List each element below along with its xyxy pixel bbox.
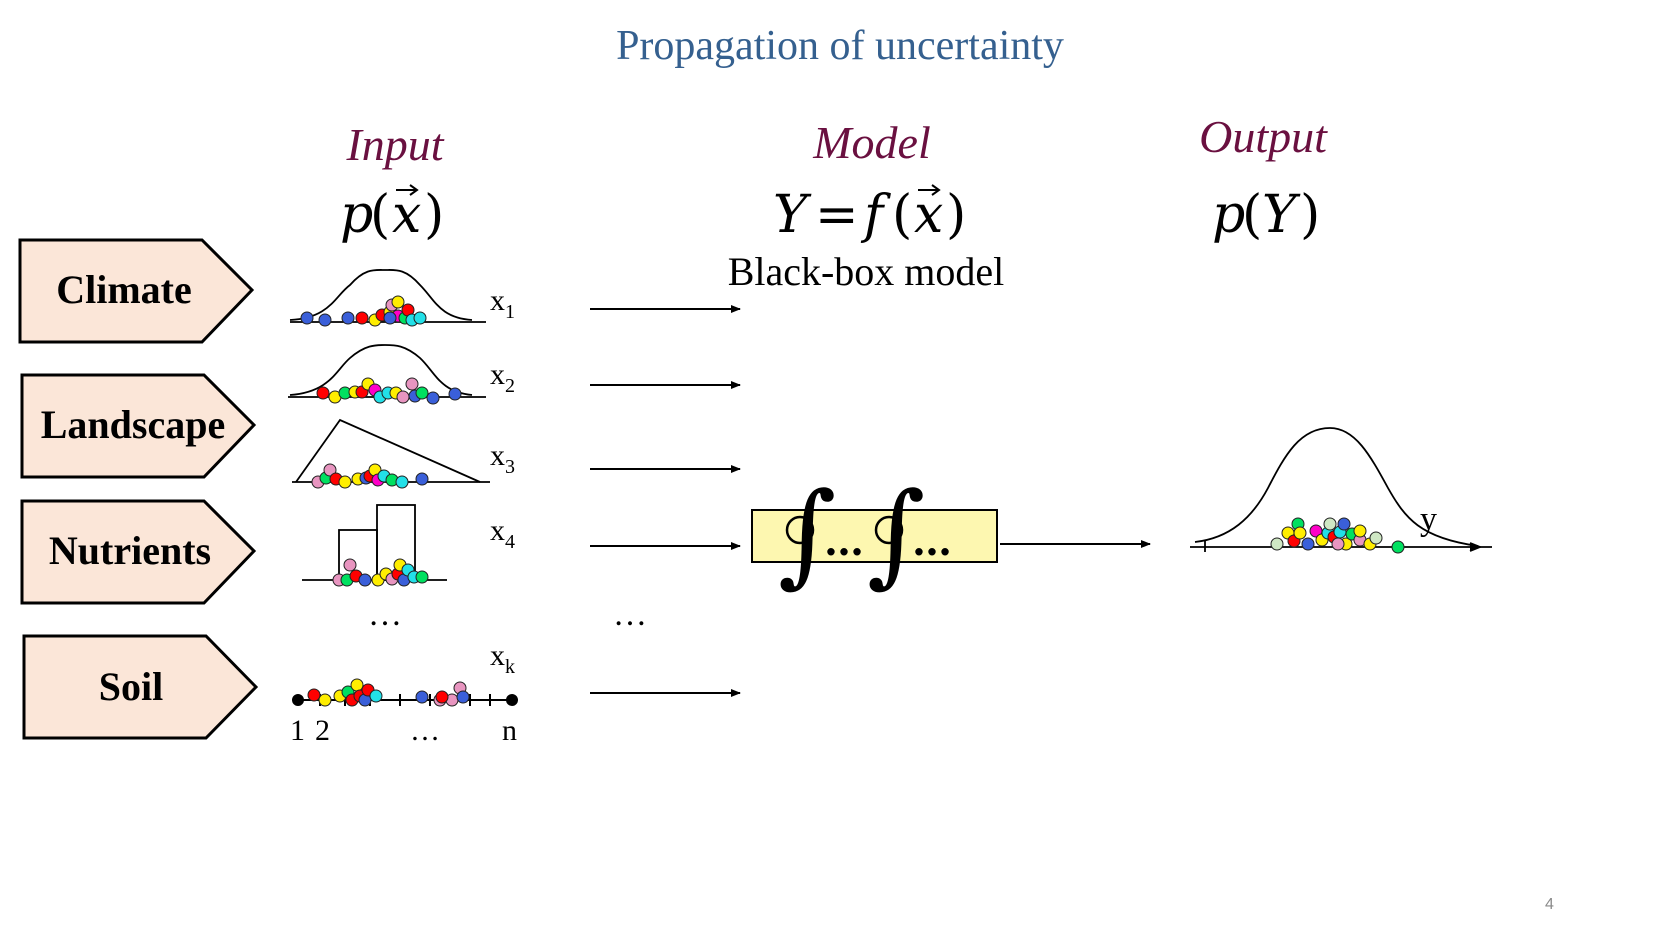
model-dots-2: … [912, 518, 952, 565]
header-model: Model [812, 117, 931, 168]
distribution-x3 [292, 418, 490, 483]
model-formula: Y = f ( x ) [773, 184, 966, 245]
formula-paren-open-3: ( [1242, 185, 1262, 245]
category-label: Landscape [41, 402, 226, 447]
distribution-x4 [302, 504, 447, 581]
formula-p: p [340, 185, 373, 245]
contour-circle-icon [785, 515, 815, 545]
soil-tick-2: 2 [315, 714, 330, 747]
category-label: Climate [56, 267, 192, 312]
formula-paren-close-2: ) [946, 185, 966, 245]
model-box: ∫ … ∫ … [751, 469, 998, 599]
formula-y: Y [773, 185, 812, 245]
contour-circle-icon [874, 515, 904, 545]
formula-x-2: x [914, 185, 943, 245]
vector-arrow-icon [918, 184, 941, 196]
output-axis-label: y [1420, 501, 1437, 538]
header-input: Input [345, 119, 444, 170]
model-dots-1: … [824, 518, 864, 565]
formula-p-2: p [1212, 185, 1245, 245]
vector-arrow-icon [396, 184, 419, 196]
soil-tick-dots: … [410, 714, 440, 747]
variable-x1: x1 [490, 284, 515, 323]
input-formula: p ( x ) [340, 184, 444, 245]
page-number: 4 [1545, 896, 1554, 913]
formula-eq: = [815, 185, 859, 245]
formula-f: f [860, 185, 891, 245]
ellipsis-inputs: … [368, 596, 402, 633]
category-nutrients: Nutrients [20, 499, 257, 605]
formula-x: x [392, 185, 421, 245]
soil-tick-n: n [502, 714, 517, 747]
output-formula: p ( Y ) [1212, 185, 1320, 245]
category-label: Soil [99, 664, 163, 709]
formula-paren-open: ( [370, 185, 390, 245]
variable-xk: xk [490, 639, 515, 678]
soil-tick-1: 1 [290, 714, 305, 747]
category-label: Nutrients [49, 528, 211, 573]
header-output: Output [1199, 111, 1328, 162]
model-subtitle: Black-box model [728, 249, 1005, 294]
variable-x3: x3 [490, 439, 515, 478]
formula-paren-close: ) [424, 185, 444, 245]
formula-y-2: Y [1262, 185, 1301, 245]
formula-paren-close-3: ) [1300, 185, 1320, 245]
category-landscape: Landscape [20, 373, 257, 479]
variable-x2: x2 [490, 358, 515, 397]
category-climate: Climate [18, 238, 255, 344]
category-soil: Soil [22, 634, 259, 740]
sample-dots [300, 295, 1405, 707]
ellipsis-arrows: … [613, 596, 647, 633]
formula-paren-open-2: ( [892, 185, 912, 245]
input-arrows [590, 305, 741, 697]
slide-title: Propagation of uncertainty [616, 23, 1064, 69]
variable-x4: x4 [490, 514, 515, 553]
